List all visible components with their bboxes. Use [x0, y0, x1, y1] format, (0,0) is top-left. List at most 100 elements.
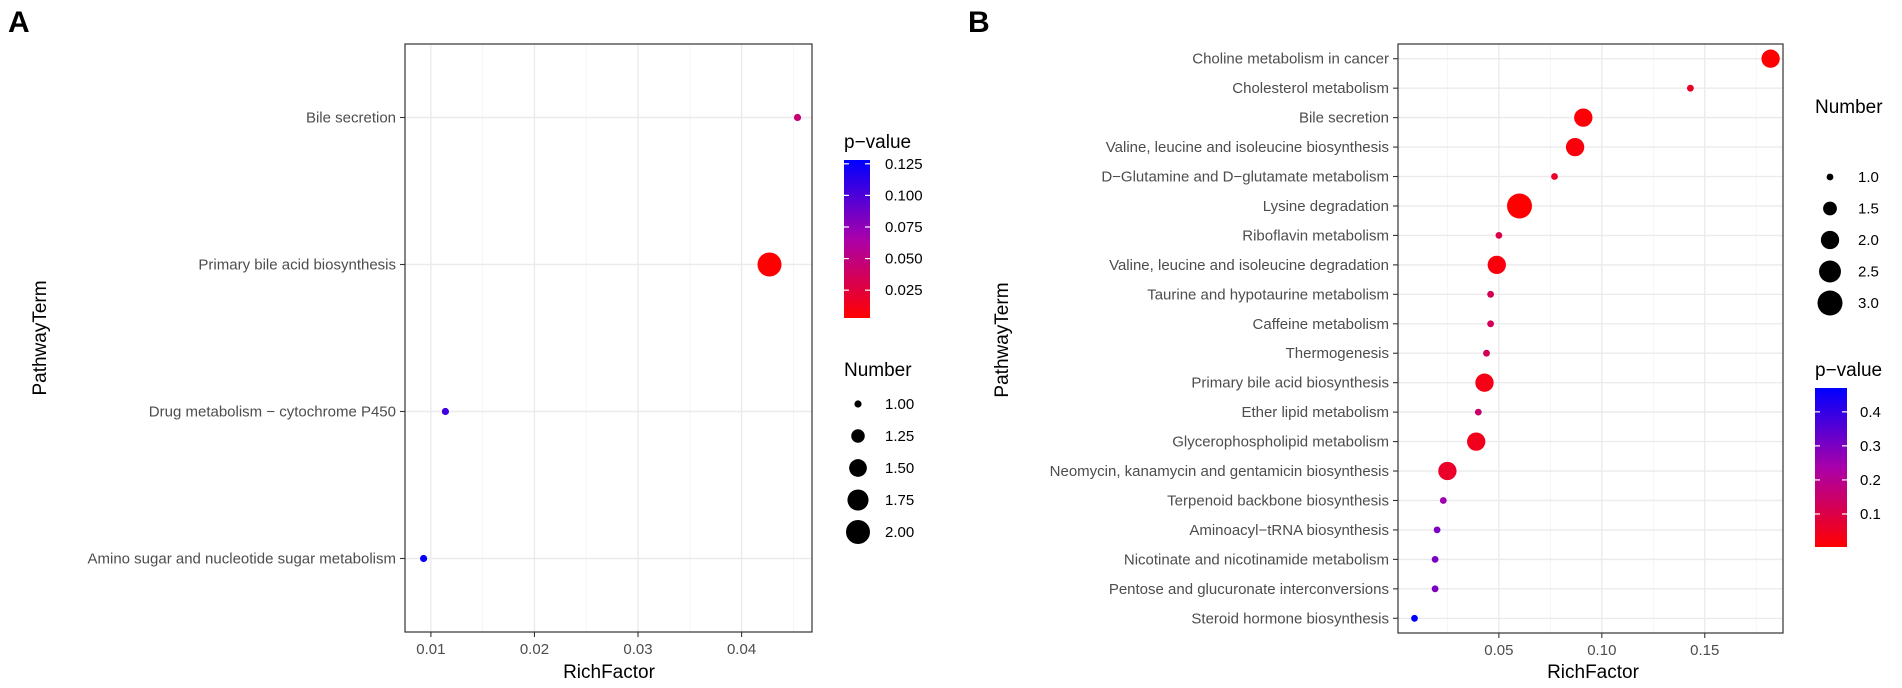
panel-a-label: A — [8, 6, 30, 39]
size-legend-key — [846, 520, 870, 544]
data-point — [1487, 320, 1494, 328]
y-tick-label: Lysine degradation — [1263, 198, 1389, 215]
data-point — [1551, 173, 1558, 180]
x-tick-label: 0.03 — [623, 641, 652, 658]
y-tick-label: Choline metabolism in cancer — [1192, 51, 1389, 68]
size-legend-label: 1.0 — [1858, 169, 1879, 186]
panel-a: A Bile secretion Primary bile acid biosyn… — [8, 6, 923, 683]
panel-b-color-legend: p−value 0.1 0.2 0.3 0.4 — [1815, 360, 1882, 547]
size-legend-key — [1820, 230, 1840, 250]
size-legend-label: 1.00 — [885, 396, 914, 413]
plot-frame — [404, 43, 813, 633]
x-tick-label: 0.05 — [1484, 642, 1513, 659]
color-legend-label: 0.050 — [885, 251, 923, 268]
size-legend-label: 1.75 — [885, 492, 914, 509]
color-legend-label: 0.100 — [885, 187, 923, 204]
color-legend-label: 0.4 — [1860, 404, 1881, 421]
plot-frame — [1397, 43, 1784, 634]
data-point — [1483, 349, 1490, 357]
data-point — [1438, 461, 1457, 481]
size-legend-key — [847, 489, 869, 511]
size-legend-label: 1.5 — [1858, 201, 1879, 218]
color-legend-label: 0.125 — [885, 156, 923, 173]
data-point — [1761, 49, 1780, 68]
panel-b: B Choline metabolism in cancer Cholestero… — [968, 6, 1883, 683]
panel-b-color-legend-title: p−value — [1815, 360, 1882, 381]
x-tick-label: 0.15 — [1690, 642, 1719, 659]
panel-b-size-legend: Number 1.0 1.5 2.0 2.5 3.0 — [1815, 97, 1883, 316]
panel-a-size-legend-title: Number — [844, 360, 912, 381]
y-tick-label: Nicotinate and nicotinamide metabolism — [1124, 551, 1389, 568]
panel-b-label: B — [968, 6, 990, 39]
plot-background — [1398, 44, 1783, 633]
y-tick-label: Neomycin, kanamycin and gentamicin biosy… — [1050, 463, 1389, 480]
panel-b-x-axis-title: RichFactor — [1547, 662, 1640, 683]
size-legend-label: 1.50 — [885, 460, 914, 477]
y-tick-label: Valine, leucine and isoleucine biosynthe… — [1106, 139, 1389, 156]
data-point — [1475, 373, 1494, 392]
data-point — [1574, 108, 1593, 127]
panel-a-size-legend: Number 1.00 1.25 1.50 1.75 2.00 — [844, 360, 914, 544]
plot-background — [405, 44, 812, 632]
y-tick-label: Amino sugar and nucleotide sugar metabol… — [87, 551, 396, 568]
color-legend-label: 0.3 — [1860, 438, 1881, 455]
x-tick-label: 0.01 — [416, 641, 445, 658]
y-tick-label: Valine, leucine and isoleucine degradati… — [1109, 257, 1389, 274]
data-point — [1507, 193, 1532, 219]
y-tick-label: Thermogenesis — [1286, 345, 1389, 362]
y-tick-label: Taurine and hypotaurine metabolism — [1147, 286, 1389, 303]
size-legend-key — [854, 400, 862, 408]
panel-a-x-axis-title: RichFactor — [563, 662, 656, 683]
data-point — [1487, 290, 1494, 298]
panel-a-y-axis-title: PathwayTerm — [30, 280, 51, 395]
data-point — [1439, 497, 1447, 504]
data-point — [1687, 84, 1694, 92]
y-tick-label: Primary bile acid biosynthesis — [1191, 375, 1389, 392]
color-legend-label: 0.025 — [885, 282, 923, 299]
y-tick-label: Primary bile acid biosynthesis — [198, 257, 396, 274]
color-legend-label: 0.075 — [885, 219, 923, 236]
size-legend-key — [1826, 173, 1834, 181]
y-tick-label: Riboflavin metabolism — [1242, 227, 1389, 244]
size-legend-key — [1823, 201, 1837, 216]
data-point — [1487, 255, 1506, 275]
y-tick-label: Ether lipid metabolism — [1241, 404, 1389, 421]
data-point — [1431, 556, 1439, 563]
color-legend-bar — [1815, 388, 1847, 547]
y-tick-label: Bile secretion — [1299, 110, 1389, 127]
data-point — [1495, 232, 1503, 239]
y-tick-label: Pentose and glucuronate interconversions — [1109, 581, 1389, 598]
panel-b-plot: Choline metabolism in cancer Cholesterol … — [1050, 43, 1784, 659]
color-legend-bar — [844, 160, 870, 318]
size-legend-key — [1819, 260, 1841, 283]
size-legend-key — [1817, 290, 1843, 316]
x-tick-label: 0.04 — [727, 641, 756, 658]
size-legend-label: 2.0 — [1858, 232, 1879, 249]
panel-a-color-legend: p−value 0.025 0.050 0.075 0.100 0.125 — [844, 132, 923, 318]
data-point — [1431, 585, 1439, 593]
y-tick-label: Caffeine metabolism — [1253, 316, 1389, 333]
y-tick-label: Bile secretion — [306, 110, 396, 127]
data-point — [1433, 526, 1441, 534]
data-point — [757, 252, 782, 277]
size-legend-label: 2.5 — [1858, 264, 1879, 281]
y-tick-label: Steroid hormone biosynthesis — [1191, 610, 1389, 627]
size-legend-label: 2.00 — [885, 524, 914, 541]
data-point — [1565, 137, 1585, 157]
y-tick-label: Drug metabolism − cytochrome P450 — [149, 404, 396, 421]
data-point — [441, 407, 449, 416]
panel-b-size-legend-title: Number — [1815, 97, 1883, 118]
size-legend-key — [849, 459, 867, 477]
x-tick-label: 0.10 — [1587, 642, 1616, 659]
color-legend-label: 0.2 — [1860, 472, 1881, 489]
size-legend-label: 1.25 — [885, 428, 914, 445]
color-legend-label: 0.1 — [1860, 506, 1881, 523]
y-tick-label: D−Glutamine and D−glutamate metabolism — [1101, 169, 1389, 186]
data-point — [1474, 408, 1482, 416]
panel-a-plot: Bile secretion Primary bile acid biosynth… — [87, 43, 813, 658]
y-tick-label: Terpenoid backbone biosynthesis — [1167, 492, 1389, 509]
x-tick-label: 0.02 — [520, 641, 549, 658]
size-legend-key — [851, 429, 865, 443]
size-legend-label: 3.0 — [1858, 295, 1879, 312]
